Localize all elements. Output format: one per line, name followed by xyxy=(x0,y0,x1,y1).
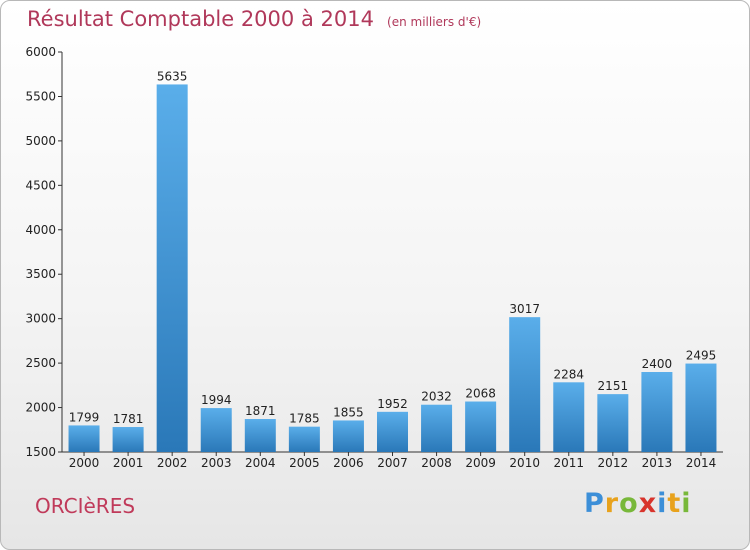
y-tick-label: 2000 xyxy=(25,401,56,415)
data-label-2005: 1785 xyxy=(289,412,320,426)
chart-title: Résultat Comptable 2000 à 2014 xyxy=(27,7,374,31)
data-label-2010: 3017 xyxy=(509,302,540,316)
logo-letter: t xyxy=(667,488,682,519)
data-label-2003: 1994 xyxy=(201,393,232,407)
y-tick-label: 2500 xyxy=(25,356,56,370)
x-tick-label-2013: 2013 xyxy=(642,456,673,470)
bar-2005 xyxy=(288,426,320,452)
chart-title-row: Résultat Comptable 2000 à 2014 (en milli… xyxy=(27,7,481,31)
x-tick-label-2000: 2000 xyxy=(69,456,100,470)
y-axis: 1500 2000 2500 3000 3500 4000 4500 5000 5500 6000 xyxy=(25,45,63,459)
bars: 1799 1781 5635 1994 1871 1785 1855 1952 2032 2068… xyxy=(68,69,717,452)
data-label-2012: 2151 xyxy=(598,379,629,393)
data-label-2007: 1952 xyxy=(377,397,408,411)
bar-2014 xyxy=(685,363,717,452)
x-tick-label-2004: 2004 xyxy=(245,456,276,470)
data-label-2002: 5635 xyxy=(157,69,188,83)
data-label-2009: 2068 xyxy=(465,387,496,401)
commune-name: ORCIèRES xyxy=(35,494,136,518)
bar-2013 xyxy=(641,372,673,452)
bar-2007 xyxy=(377,411,408,452)
data-label-2000: 1799 xyxy=(69,410,100,424)
x-tick-label-2001: 2001 xyxy=(113,456,144,470)
x-tick-label-2009: 2009 xyxy=(465,456,496,470)
data-label-2014: 2495 xyxy=(686,349,717,363)
y-tick-label: 1500 xyxy=(25,445,56,459)
x-tick-label-2012: 2012 xyxy=(598,456,629,470)
bar-2002 xyxy=(156,84,188,452)
bar-2012 xyxy=(597,394,629,452)
y-tick-label: 3500 xyxy=(25,267,56,281)
proxiti-logo: Proxiti xyxy=(584,488,692,519)
chart-unit-note: (en milliers d'€) xyxy=(387,15,482,29)
data-label-2011: 2284 xyxy=(553,367,584,381)
data-label-2004: 1871 xyxy=(245,404,276,418)
x-axis: 2000 2001 2002 2003 2004 2005 2006 2007 2008 2009… xyxy=(62,451,723,470)
logo-letter: o xyxy=(619,488,639,519)
data-label-2008: 2032 xyxy=(421,390,452,404)
logo-letter: i xyxy=(681,488,692,519)
x-tick-label-2006: 2006 xyxy=(333,456,364,470)
x-tick-label-2008: 2008 xyxy=(421,456,452,470)
bar-2004 xyxy=(244,419,276,452)
bar-2008 xyxy=(421,404,453,452)
logo-letter: P xyxy=(584,488,605,519)
x-tick-label-2010: 2010 xyxy=(509,456,540,470)
y-tick-label: 4000 xyxy=(25,223,56,237)
x-tick-label-2014: 2014 xyxy=(686,456,717,470)
logo-letter: i xyxy=(657,488,668,519)
bar-2006 xyxy=(332,420,364,452)
bar-2011 xyxy=(553,382,585,452)
x-tick-label-2003: 2003 xyxy=(201,456,232,470)
y-tick-label: 6000 xyxy=(25,45,56,59)
x-tick-label-2002: 2002 xyxy=(157,456,188,470)
data-label-2001: 1781 xyxy=(113,412,144,426)
x-tick-label-2005: 2005 xyxy=(289,456,320,470)
x-tick-label-2007: 2007 xyxy=(377,456,408,470)
x-tick-label-2011: 2011 xyxy=(553,456,584,470)
logo-letter: x xyxy=(638,488,658,519)
data-label-2013: 2400 xyxy=(642,357,673,371)
bar-2000 xyxy=(68,425,100,452)
bar-2010 xyxy=(509,317,541,452)
bar-2009 xyxy=(465,401,497,452)
y-tick-label: 3000 xyxy=(25,312,56,326)
y-tick-label: 5500 xyxy=(25,89,56,103)
y-tick-label: 4500 xyxy=(25,178,56,192)
y-tick-label: 5000 xyxy=(25,134,56,148)
bar-2001 xyxy=(112,427,144,452)
data-label-2006: 1855 xyxy=(333,405,364,419)
bar-2003 xyxy=(200,408,232,452)
logo-letter: r xyxy=(604,488,620,519)
